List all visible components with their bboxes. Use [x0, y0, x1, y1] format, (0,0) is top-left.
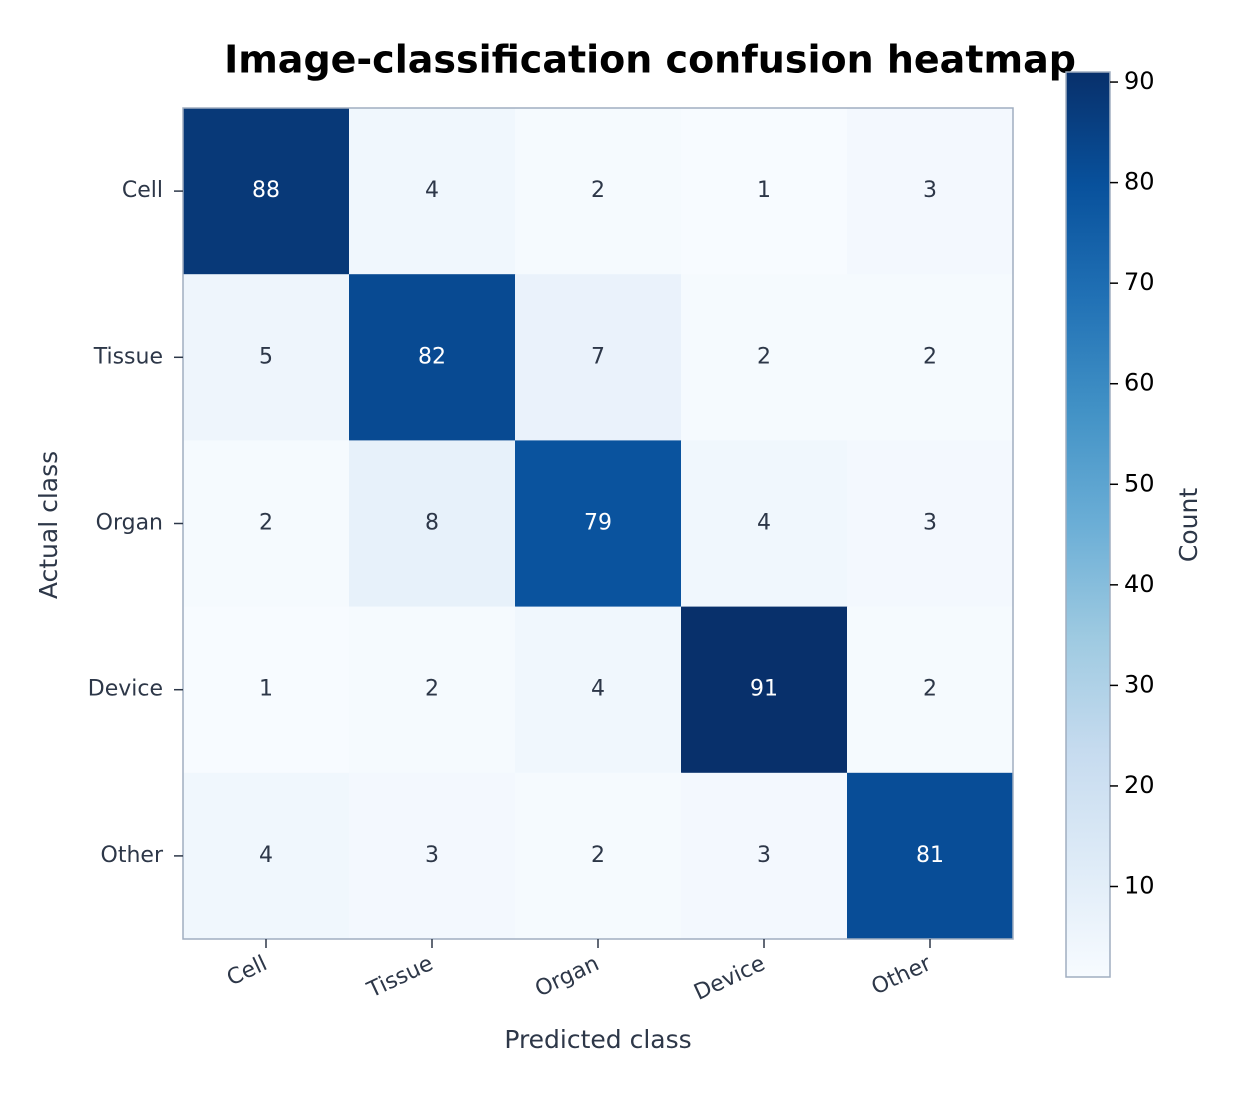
cell-annotation: 79 — [584, 511, 612, 536]
y-tick-label: Device — [88, 677, 163, 702]
cell-annotation: 3 — [425, 843, 439, 868]
heatmap-cell — [847, 274, 1014, 441]
cell-annotation: 8 — [425, 511, 439, 536]
cell-annotation: 2 — [591, 178, 605, 203]
cell-annotation: 2 — [259, 511, 273, 536]
colorbar-tick-label: 30 — [1124, 670, 1155, 698]
heatmap-cell — [515, 108, 682, 275]
colorbar-tick-label: 90 — [1124, 67, 1155, 95]
cell-annotation: 7 — [591, 344, 605, 369]
heatmap-cell — [847, 606, 1014, 774]
cell-annotation: 88 — [252, 178, 280, 203]
heatmap-cell — [681, 606, 848, 774]
heatmap-cell — [183, 108, 350, 275]
heatmap-cell — [847, 772, 1014, 940]
y-tick-label: Organ — [96, 511, 163, 536]
cell-annotation: 4 — [591, 677, 605, 702]
colorbar-tick-label: 50 — [1124, 469, 1155, 497]
cell-annotation: 1 — [259, 677, 273, 702]
heatmap-cell — [847, 108, 1014, 275]
cell-annotation: 81 — [916, 843, 944, 868]
heatmap-cell — [349, 772, 516, 940]
heatmap-cell — [349, 606, 516, 774]
colorbar-tick-label: 60 — [1124, 369, 1155, 397]
heatmap-cell — [681, 772, 848, 940]
heatmap-cell — [349, 274, 516, 441]
cell-annotation: 2 — [591, 843, 605, 868]
cell-annotation: 5 — [259, 344, 273, 369]
heatmap-cell — [183, 772, 350, 940]
heatmap-cell — [349, 108, 516, 275]
x-tick-label: Cell — [223, 951, 271, 991]
cell-annotation: 2 — [923, 344, 937, 369]
x-tick-label: Organ — [531, 951, 603, 1002]
colorbar-tick-label: 20 — [1124, 771, 1155, 799]
cell-annotation: 2 — [757, 344, 771, 369]
heatmap-cell — [515, 274, 682, 441]
cell-annotation: 4 — [757, 511, 771, 536]
colorbar-tick-label: 40 — [1124, 570, 1155, 598]
cell-annotation: 82 — [418, 344, 446, 369]
heatmap-cell — [515, 606, 682, 774]
chart-title: Image-classification confusion heatmap — [224, 38, 1076, 82]
cell-annotation: 91 — [750, 677, 778, 702]
cell-annotation: 2 — [923, 677, 937, 702]
cell-annotation: 3 — [923, 511, 937, 536]
cell-annotation: 2 — [425, 677, 439, 702]
heatmap-cell — [183, 606, 350, 774]
colorbar-label: Count — [1174, 488, 1203, 562]
cell-annotation: 1 — [757, 178, 771, 203]
heatmap-cell — [183, 440, 350, 608]
heatmap-cell — [847, 440, 1014, 608]
x-tick-label: Device — [690, 951, 769, 1005]
x-axis-label: Predicted class — [504, 1025, 691, 1054]
heatmap-cell — [349, 440, 516, 608]
heatmap-cell — [183, 274, 350, 441]
heatmap-cell — [681, 108, 848, 275]
cell-annotation: 4 — [259, 843, 273, 868]
heatmap-cell — [681, 274, 848, 441]
y-tick-label: Other — [101, 843, 164, 868]
x-tick-label: Other — [868, 951, 936, 1000]
colorbar-tick-label: 10 — [1124, 872, 1155, 900]
colorbar-tick-label: 80 — [1124, 168, 1155, 196]
heatmap-cell — [515, 772, 682, 940]
cell-annotation: 4 — [425, 178, 439, 203]
y-axis-label: Actual class — [34, 451, 63, 599]
y-tick-label: Tissue — [93, 344, 163, 369]
cell-annotation: 3 — [923, 178, 937, 203]
heatmap-cell — [515, 440, 682, 608]
cell-annotation: 3 — [757, 843, 771, 868]
y-tick-label: Cell — [122, 178, 163, 203]
colorbar — [1065, 71, 1111, 978]
x-tick-label: Tissue — [363, 951, 437, 1003]
colorbar-tick-label: 70 — [1124, 268, 1155, 296]
heatmap-cell — [681, 440, 848, 608]
